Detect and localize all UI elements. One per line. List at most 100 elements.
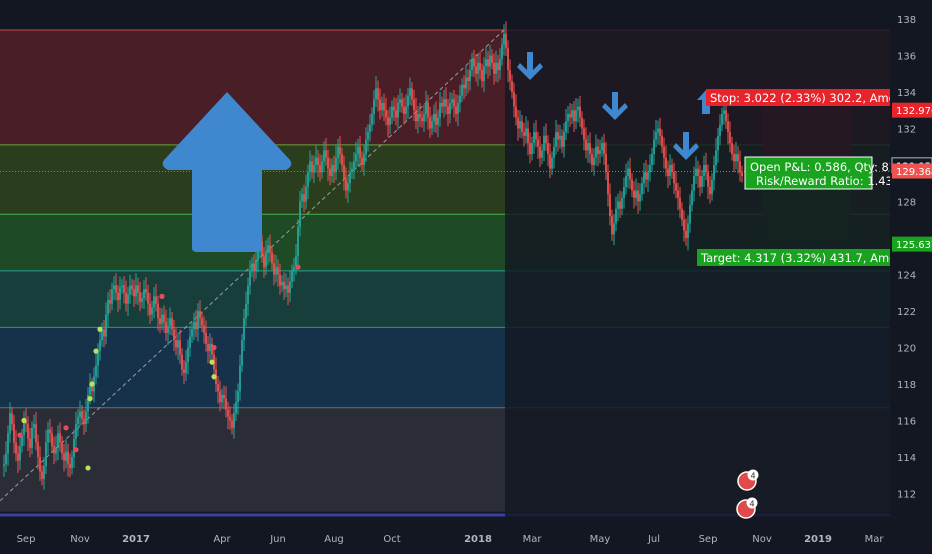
candle-body <box>381 102 383 111</box>
candle-body <box>329 168 331 176</box>
candle-body <box>707 172 709 187</box>
candle-body <box>325 150 327 158</box>
down-arrow-icon <box>602 92 628 120</box>
candle-body <box>627 168 629 176</box>
candle-body <box>509 70 511 82</box>
candle-body <box>119 287 121 301</box>
time-tick-label: 2017 <box>122 534 150 545</box>
candle-body <box>341 154 343 165</box>
candle-body <box>741 172 743 176</box>
candle-body <box>159 318 161 324</box>
candle-body <box>169 318 171 326</box>
candle-body <box>691 190 693 206</box>
candle-body <box>371 113 373 125</box>
stop-label-text: Stop: 3.022 (2.33%) 302.2, Amount: 75 <box>710 91 932 105</box>
candle-body <box>345 179 347 191</box>
candle-body <box>383 102 385 111</box>
candle-body <box>461 84 463 96</box>
candle-body <box>531 143 533 155</box>
candle-body <box>327 157 329 169</box>
candle-body <box>49 429 51 434</box>
buy-signal-dot <box>93 348 99 354</box>
time-axis[interactable]: Sep Nov 2017 Apr Jun Aug Oct 2018 Mar May Jul Sep No… <box>0 526 890 550</box>
candle-body <box>673 172 675 184</box>
candle-body <box>633 190 635 198</box>
candle-body <box>185 362 187 374</box>
time-tick-label: 2019 <box>804 534 832 545</box>
candle-body <box>561 135 563 147</box>
candle-body <box>7 433 9 454</box>
candle-body <box>587 143 589 151</box>
candle-body <box>47 429 49 443</box>
candle-body <box>551 157 553 169</box>
event-badge-count-bg <box>747 469 759 481</box>
candle-body <box>343 165 345 180</box>
buy-signal-dot <box>21 417 27 424</box>
candle-body <box>29 438 31 448</box>
candle-body <box>711 179 713 195</box>
candle-body <box>15 442 17 454</box>
candle-body <box>297 227 299 257</box>
candle-body <box>451 99 453 103</box>
price-tick-label: 112 <box>897 490 916 501</box>
candle-body <box>221 394 223 403</box>
candle-body <box>357 146 359 155</box>
candle-body <box>167 325 169 333</box>
candle-body <box>283 281 285 290</box>
candle-body <box>543 135 545 151</box>
candle-body <box>33 424 35 428</box>
candle-body <box>555 132 557 147</box>
candle-body <box>629 168 631 180</box>
candle-body <box>445 99 447 107</box>
candle-body <box>245 303 247 319</box>
candle-body <box>513 92 515 107</box>
candle-body <box>373 99 375 114</box>
candle-body <box>727 121 729 133</box>
candle-body <box>35 424 37 443</box>
candle-body <box>665 157 667 169</box>
candle-body <box>285 285 287 290</box>
candle-body <box>677 190 679 198</box>
candle-body <box>415 110 417 122</box>
candle-body <box>475 66 477 74</box>
candle-body <box>511 81 513 92</box>
target-label-box <box>697 249 892 266</box>
candle-body <box>435 113 437 125</box>
candle-body <box>733 154 735 162</box>
candle-body <box>189 336 191 348</box>
candle-body <box>323 150 325 162</box>
time-tick-label: Sep <box>17 534 36 545</box>
candle-body <box>41 471 43 479</box>
candle-body <box>625 175 627 187</box>
candle-body <box>117 292 119 301</box>
candle-body <box>227 409 229 417</box>
time-tick-label: Mar <box>523 534 543 545</box>
candle-body <box>239 365 241 392</box>
price-tag-label: 132.976 <box>896 106 932 117</box>
candle-body <box>429 117 431 129</box>
candle-body <box>479 62 481 71</box>
candle-body <box>85 411 87 425</box>
candle-body <box>31 427 33 448</box>
candle-body <box>667 168 669 176</box>
buy-signal-dot <box>89 381 95 387</box>
event-badges[interactable]: 44 <box>736 469 759 519</box>
price-tag-label: 125.637 <box>896 240 932 251</box>
candle-body <box>391 106 393 118</box>
price-axis[interactable]: 112 114 116 118 120 122 124 128 132 134 136 138 132.… <box>890 0 932 550</box>
big-up-arrow-icon <box>162 92 292 252</box>
candle-body <box>279 274 281 286</box>
candle-body <box>537 139 539 147</box>
candle-body <box>595 146 597 158</box>
pnl-line1: Open P&L: 0.586, Qty: 82 <box>750 160 896 174</box>
price-tick-label: 120 <box>897 344 916 355</box>
candle-body <box>505 33 507 49</box>
candle-body <box>271 252 273 264</box>
candle-body <box>545 135 547 144</box>
candle-body <box>699 175 701 187</box>
candle-body <box>165 321 167 333</box>
candle-body <box>13 424 15 443</box>
candle-body <box>719 124 721 136</box>
